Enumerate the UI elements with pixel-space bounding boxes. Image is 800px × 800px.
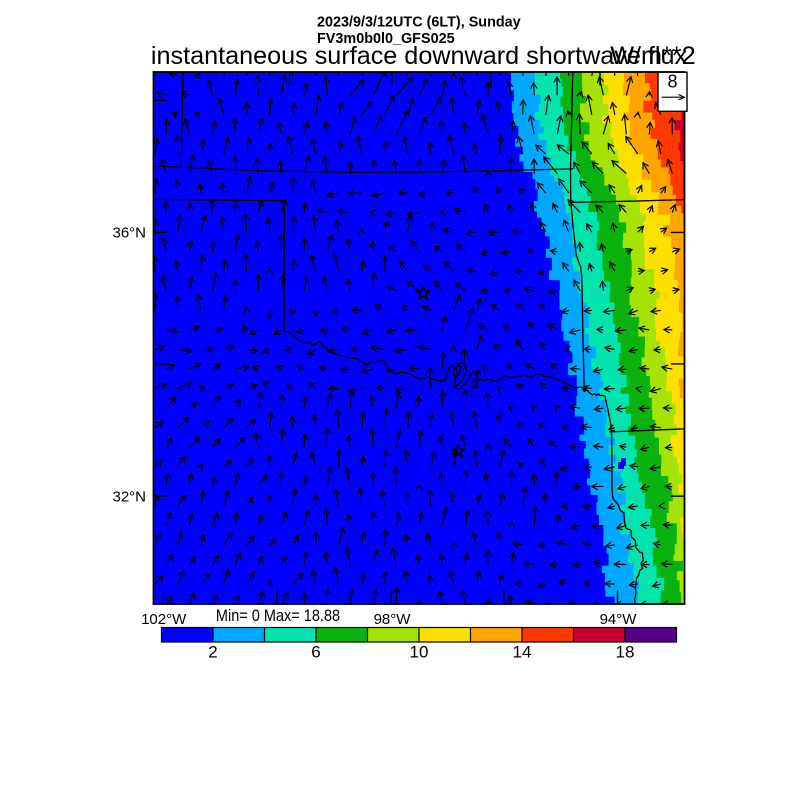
- svg-text:10: 10: [410, 643, 429, 662]
- svg-text:2023/9/3/12UTC (6LT), Sunday: 2023/9/3/12UTC (6LT), Sunday: [317, 15, 521, 31]
- svg-text:36°N: 36°N: [112, 225, 146, 242]
- svg-text:98°W: 98°W: [374, 611, 412, 628]
- svg-text:FV3m0b0l0_GFS025: FV3m0b0l0_GFS025: [317, 31, 455, 47]
- svg-text:18: 18: [616, 643, 635, 662]
- svg-text:94°W: 94°W: [600, 611, 638, 628]
- svg-text:6: 6: [311, 643, 320, 662]
- svg-text:8: 8: [667, 71, 677, 91]
- svg-text:2: 2: [208, 643, 217, 662]
- svg-text:instantaneous surface downward: instantaneous surface downward shortwave…: [151, 42, 688, 70]
- svg-text:32°N: 32°N: [112, 489, 146, 506]
- svg-text:W/m**2: W/m**2: [610, 42, 695, 70]
- svg-text:Min= 0 Max= 18.88: Min= 0 Max= 18.88: [216, 606, 340, 625]
- svg-text:102°W: 102°W: [141, 611, 187, 628]
- svg-text:14: 14: [513, 643, 532, 662]
